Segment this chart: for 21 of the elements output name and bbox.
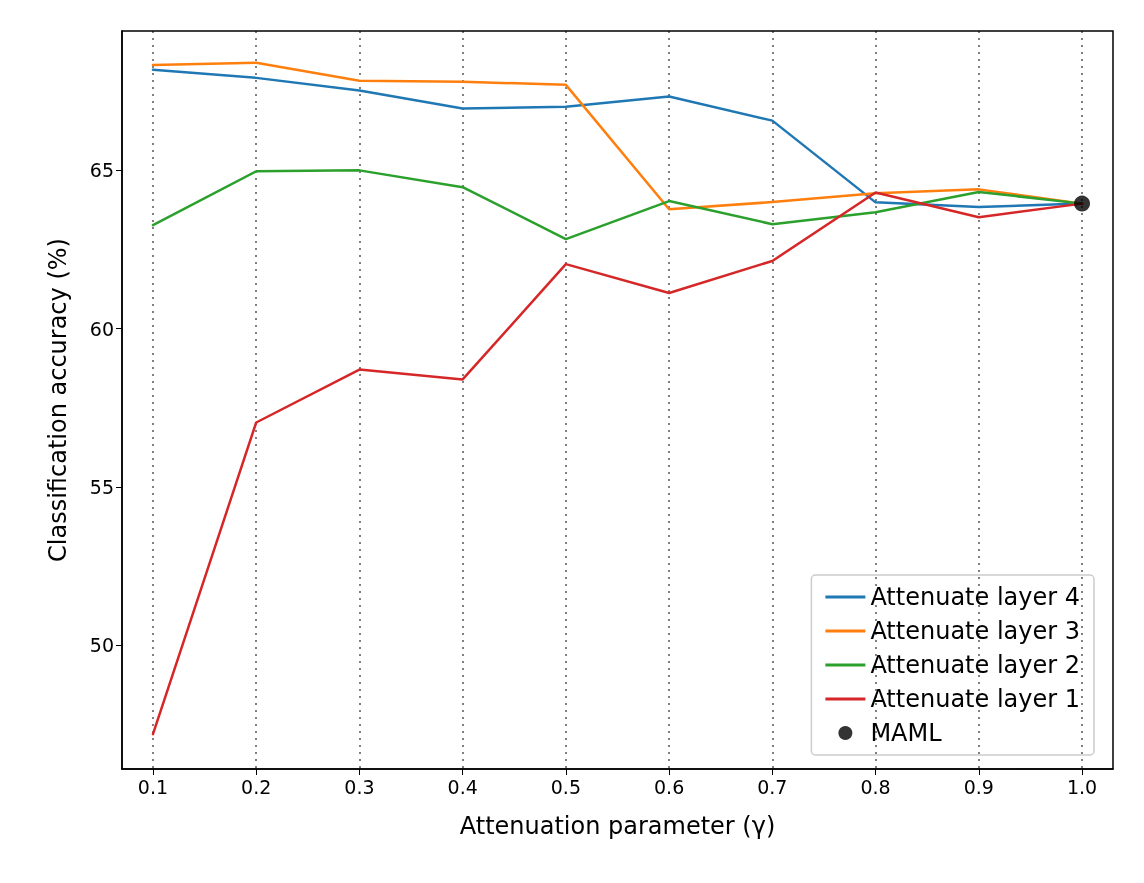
y-tick-label: 65 xyxy=(89,159,114,182)
legend-label: Attenuate layer 4 xyxy=(870,583,1080,611)
x-tick-label: 0.3 xyxy=(344,775,375,798)
y-axis-title: Classification accuracy (%) xyxy=(44,238,72,562)
x-tick-label: 0.7 xyxy=(757,775,788,798)
x-tick-label: 0.4 xyxy=(447,775,478,798)
x-tick-label: 0.2 xyxy=(241,775,272,798)
x-axis-title: Attenuation parameter (γ) xyxy=(459,812,776,840)
x-tick-label: 0.5 xyxy=(550,775,581,798)
legend-label: MAML xyxy=(870,719,943,747)
y-tick-label: 50 xyxy=(89,634,114,657)
y-tick-label: 55 xyxy=(89,476,114,499)
x-tick-label: 0.1 xyxy=(137,775,169,798)
legend-label: Attenuate layer 1 xyxy=(870,685,1080,713)
x-tick-label: 1.0 xyxy=(1066,775,1098,798)
x-tick-label: 0.6 xyxy=(654,775,685,798)
y-tick-label: 60 xyxy=(89,317,114,340)
legend-label: Attenuate layer 3 xyxy=(870,617,1080,645)
x-tick-label: 0.9 xyxy=(963,775,994,798)
legend-label: Attenuate layer 2 xyxy=(870,651,1080,679)
x-tick-label: 0.8 xyxy=(860,775,891,798)
